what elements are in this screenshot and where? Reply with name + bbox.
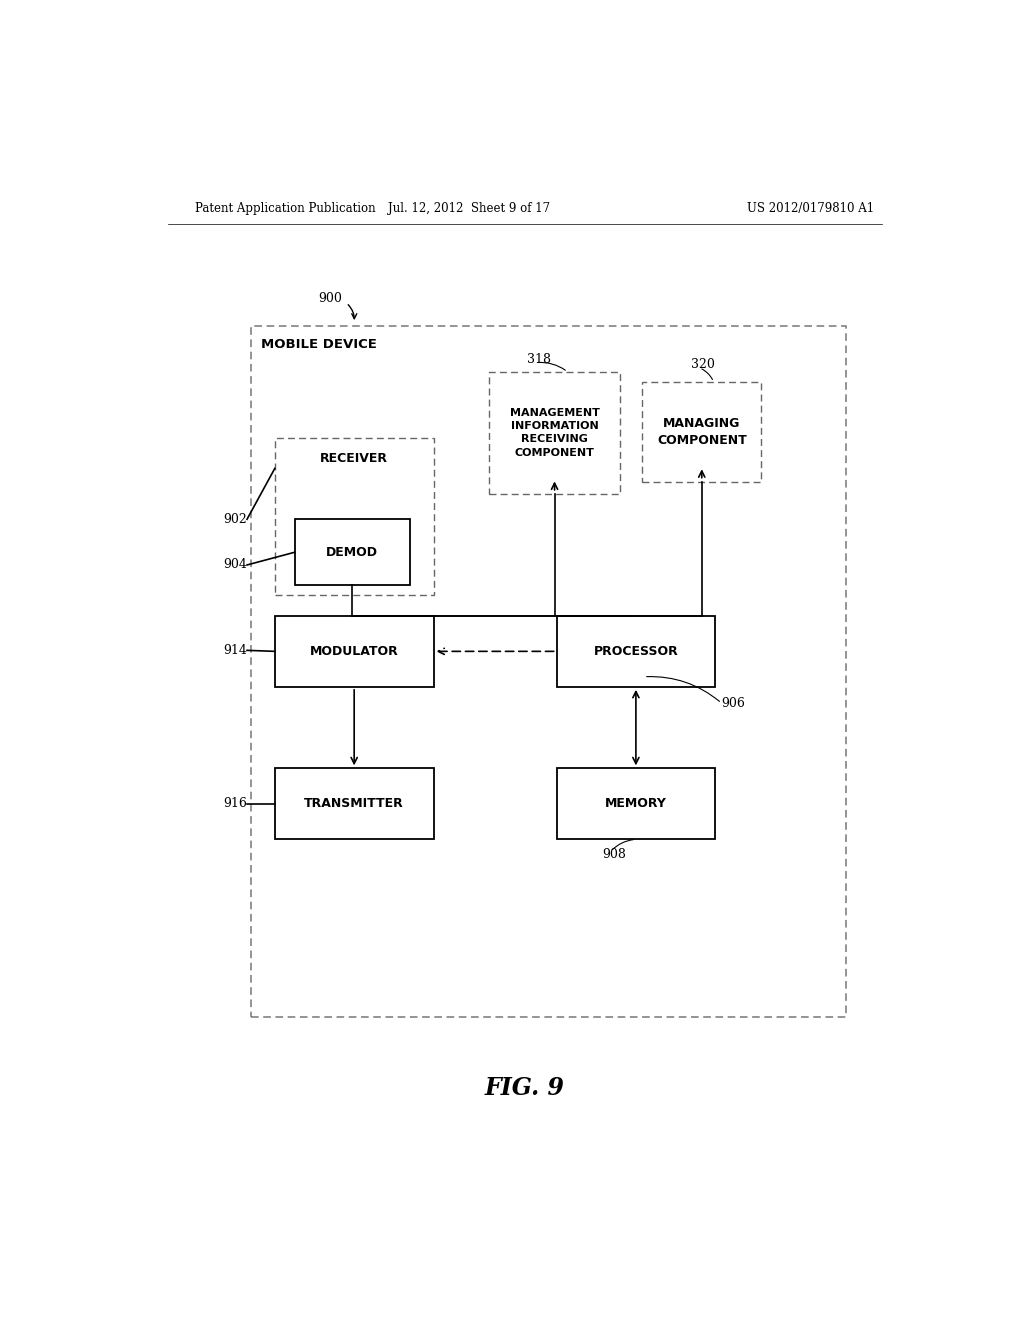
Text: 916: 916 [223,797,247,810]
Bar [274,768,433,840]
Text: 902: 902 [223,512,247,525]
Text: US 2012/0179810 A1: US 2012/0179810 A1 [748,202,874,215]
Text: MEMORY: MEMORY [605,797,667,810]
Text: MANAGEMENT
INFORMATION
RECEIVING
COMPONENT: MANAGEMENT INFORMATION RECEIVING COMPONE… [510,408,599,458]
Text: 320: 320 [691,358,716,371]
Bar [557,615,716,686]
Text: 904: 904 [223,558,247,572]
Bar [557,768,716,840]
Bar [489,372,621,494]
Text: 900: 900 [318,292,342,305]
Bar [295,519,410,585]
Text: MOBILE DEVICE: MOBILE DEVICE [261,338,377,351]
Text: TRANSMITTER: TRANSMITTER [304,797,404,810]
Text: 318: 318 [527,354,551,366]
Bar [274,438,433,595]
Bar [251,326,846,1018]
Bar [642,381,761,482]
Text: MODULATOR: MODULATOR [310,645,398,657]
Text: 908: 908 [602,849,627,861]
Text: DEMOD: DEMOD [327,545,378,558]
Text: RECEIVER: RECEIVER [321,451,388,465]
Bar [274,615,433,686]
Text: MANAGING
COMPONENT: MANAGING COMPONENT [657,417,746,446]
Text: PROCESSOR: PROCESSOR [594,645,678,657]
Text: 906: 906 [722,697,745,710]
Text: Patent Application Publication: Patent Application Publication [196,202,376,215]
Text: Jul. 12, 2012  Sheet 9 of 17: Jul. 12, 2012 Sheet 9 of 17 [388,202,550,215]
Text: FIG. 9: FIG. 9 [484,1076,565,1101]
Text: 914: 914 [223,644,247,657]
